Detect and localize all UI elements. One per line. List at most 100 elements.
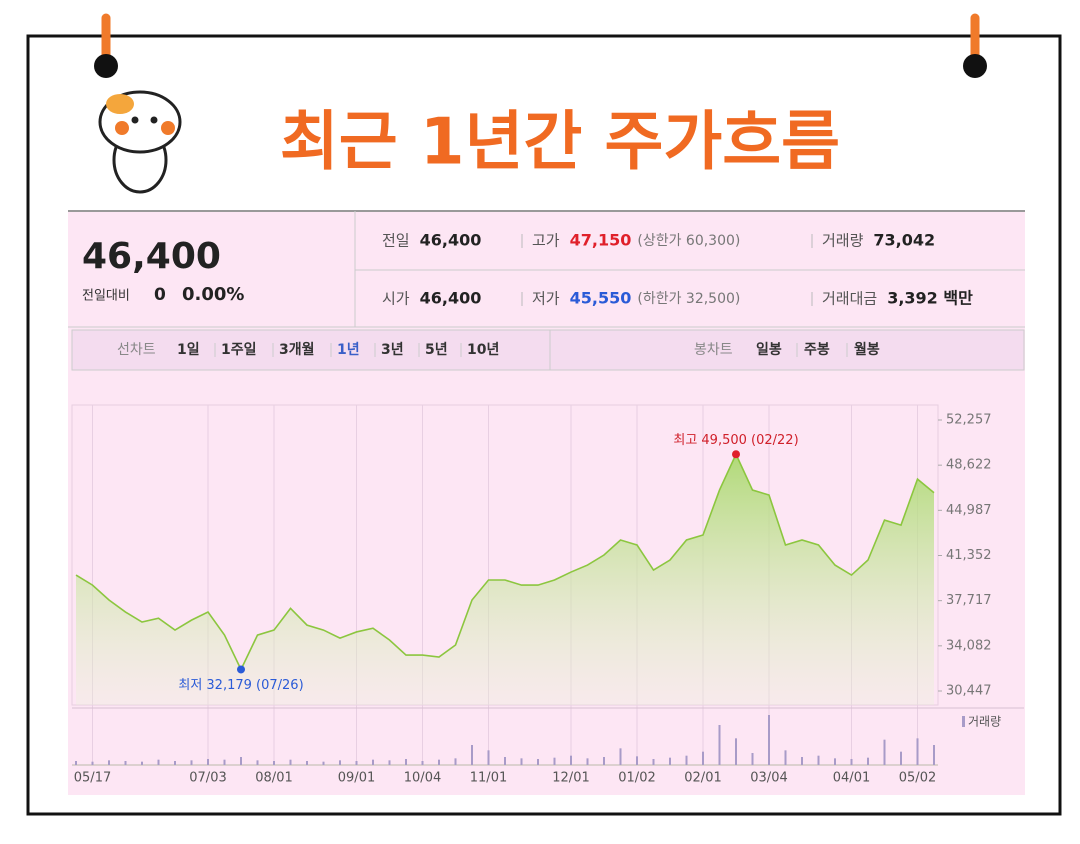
volume-bar (256, 760, 259, 765)
volume-bar (174, 761, 176, 765)
volume-bar (388, 760, 391, 765)
volume-bar (75, 761, 77, 765)
tab[interactable]: 1주일 (221, 342, 257, 358)
volume-bar (355, 761, 358, 765)
y-tick-label: 34,082 (946, 638, 992, 653)
volume-bar (405, 759, 407, 765)
field-value: 3,392 백만 (887, 289, 973, 308)
volume-bar (223, 759, 226, 765)
page-title: 최근 1년간 주가흐름 (280, 106, 840, 180)
volume-bar (718, 725, 721, 765)
y-tick-label: 41,352 (946, 548, 992, 563)
volume-bar (751, 753, 754, 765)
volume-bar (619, 748, 622, 765)
volume-bar (933, 745, 935, 765)
tab-group-label: 선차트 (117, 342, 156, 358)
volume-bar (850, 759, 853, 765)
low-marker (237, 665, 245, 674)
y-tick-label: 37,717 (946, 593, 992, 608)
volume-bar (834, 758, 836, 765)
field-value: 46,400 (420, 231, 482, 250)
volume-bar (603, 757, 605, 765)
field-value: 47,150 (570, 231, 632, 250)
x-tick-label: 04/01 (833, 771, 870, 786)
volume-bar (91, 761, 94, 765)
field-label: 거래대금 (822, 290, 877, 308)
price-line (75, 452, 935, 672)
volume-bar (801, 757, 803, 765)
volume-bar (240, 757, 242, 765)
tab[interactable]: 1일 (177, 342, 200, 358)
volume-bar (487, 750, 490, 765)
field-value: 45,550 (570, 289, 632, 308)
cat-icon (98, 90, 182, 194)
high-label: 최고 49,500 (02/22) (673, 433, 798, 448)
field-value: 73,042 (873, 231, 935, 250)
volume-bar (438, 759, 440, 765)
x-tick-label: 02/01 (684, 771, 721, 786)
field-note: (하한가 32,500) (637, 291, 740, 307)
volume-bar (454, 758, 457, 765)
y-tick-label: 30,447 (946, 684, 992, 699)
tab[interactable]: 5년 (425, 342, 448, 358)
volume-bar (190, 760, 193, 765)
field-label: 전일 (382, 232, 410, 250)
tab[interactable]: 10년 (467, 342, 499, 358)
field-note: (상한가 60,300) (637, 233, 740, 249)
volume-bar (685, 755, 688, 765)
price-area (76, 454, 934, 705)
field-label: 고가 (532, 232, 560, 250)
pins (94, 13, 987, 78)
change-rate: 0.00% (182, 284, 244, 305)
volume-legend-swatch (962, 716, 965, 727)
x-tick-label: 10/04 (404, 771, 441, 786)
volume-bar (784, 750, 787, 765)
x-tick-label: 11/01 (470, 771, 507, 786)
volume-bar (636, 756, 638, 765)
volume-bar (553, 757, 556, 765)
volume-bar (157, 759, 160, 765)
x-tick-label: 03/04 (750, 771, 787, 786)
tab[interactable]: 주봉 (804, 342, 830, 358)
tab[interactable]: 월봉 (854, 341, 880, 358)
volume-bar (273, 761, 275, 765)
volume-bar (141, 761, 143, 765)
tab[interactable]: 일봉 (756, 342, 782, 358)
tab[interactable]: 3년 (381, 342, 404, 358)
low-label: 최저 32,179 (07/26) (178, 678, 303, 693)
volume-bar (883, 739, 886, 765)
volume-bar (768, 715, 770, 765)
volume-bar (322, 761, 325, 765)
volume-bar (900, 751, 902, 765)
volume-bar (916, 738, 919, 765)
y-tick-label: 48,622 (946, 458, 992, 473)
volume-bar (108, 760, 110, 765)
volume-bar (421, 761, 424, 765)
field-label: 저가 (532, 290, 560, 308)
tab[interactable]: 3개월 (279, 341, 315, 358)
x-tick-label: 01/02 (618, 771, 655, 786)
volume-bar (867, 757, 869, 765)
x-tick-label: 12/01 (552, 771, 589, 786)
volume-bar (702, 751, 704, 765)
tab[interactable]: 1년 (337, 342, 360, 358)
volume-bar (339, 760, 341, 765)
x-tick-label: 05/02 (899, 771, 936, 786)
volume-bar (124, 761, 127, 765)
volume-bar (471, 745, 473, 765)
field-value: 46,400 (420, 289, 482, 308)
change: 0 (154, 285, 166, 305)
field-label: 거래량 (822, 232, 864, 250)
volume-bar (817, 755, 820, 765)
field-label: 시가 (382, 290, 410, 308)
price: 46,400 (82, 236, 221, 277)
y-tick-label: 44,987 (946, 503, 992, 518)
tab-group-label: 봉차트 (694, 342, 733, 358)
volume-bar (586, 758, 589, 765)
volume-legend: 거래량 (968, 715, 1001, 729)
volume-bar (520, 758, 523, 765)
volume-bar (652, 759, 655, 765)
volume-bar (669, 757, 671, 765)
volume-bar (537, 759, 539, 765)
